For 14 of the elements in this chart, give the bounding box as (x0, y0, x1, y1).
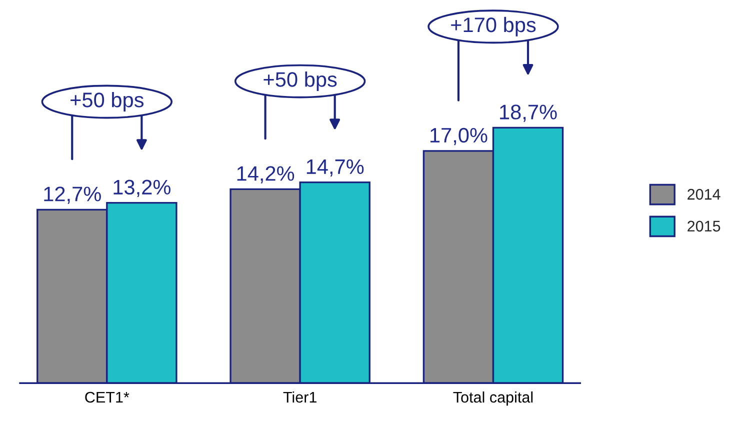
text: +50 bps (264, 72, 337, 91)
data-label: 18,7% (500, 104, 557, 122)
legend-label: 2014 (688, 188, 720, 200)
x-tick-label: Total capital (453, 391, 533, 406)
text: +50 bps (70, 92, 144, 112)
data-label: 13,2% (114, 180, 170, 197)
data-label: 17,0% (430, 128, 488, 146)
x-tick-label: Tier1 (283, 391, 316, 403)
data-label: 14,2% (237, 166, 294, 184)
legend-label: 2015 (688, 220, 720, 232)
text: +170 bps (451, 16, 536, 36)
data-label: 12,7% (44, 186, 101, 204)
data-label: 14,7% (306, 159, 364, 177)
x-tick-label: CET1* (85, 392, 130, 403)
